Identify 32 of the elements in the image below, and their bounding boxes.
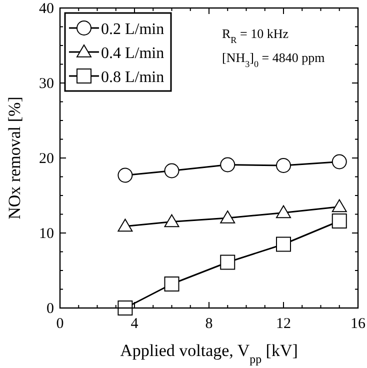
x-tick-label: 16 [350, 316, 366, 332]
point [118, 218, 133, 232]
y-tick-label: 40 [39, 1, 54, 17]
x-tick-label: 12 [276, 316, 291, 332]
y-axis-title: NOx removal [%] [5, 96, 24, 220]
point [276, 158, 291, 173]
point [118, 300, 133, 316]
annotation: [NH$_{3}$]$_{0}$ = 4840 ppm [222, 50, 325, 69]
point [332, 199, 347, 212]
annotation: R$_{R}$ = 10 kHz [222, 26, 289, 45]
point [164, 163, 180, 178]
point [164, 276, 180, 292]
point [118, 168, 133, 183]
point [164, 214, 180, 228]
legend-label: 0.8 L/min [101, 69, 164, 86]
y-tick-label: 10 [39, 226, 54, 242]
point [276, 205, 291, 218]
x-tick-label: 8 [205, 316, 213, 332]
point [220, 157, 236, 172]
legend-label: 0.4 L/min [101, 45, 164, 62]
legend-label: 0.2 L/min [101, 21, 164, 38]
x-axis-title: Applied voltage, V$_{pp}$ [kV] [120, 341, 298, 366]
y-tick-label: 30 [39, 76, 54, 92]
point [220, 210, 236, 224]
point [332, 154, 347, 170]
point [220, 254, 236, 270]
y-tick-label: 20 [39, 151, 54, 167]
x-tick-label: 4 [130, 316, 139, 332]
point [276, 236, 291, 252]
point [332, 214, 347, 228]
x-tick-label: 0 [56, 316, 64, 332]
y-tick-label: 0 [46, 301, 54, 317]
